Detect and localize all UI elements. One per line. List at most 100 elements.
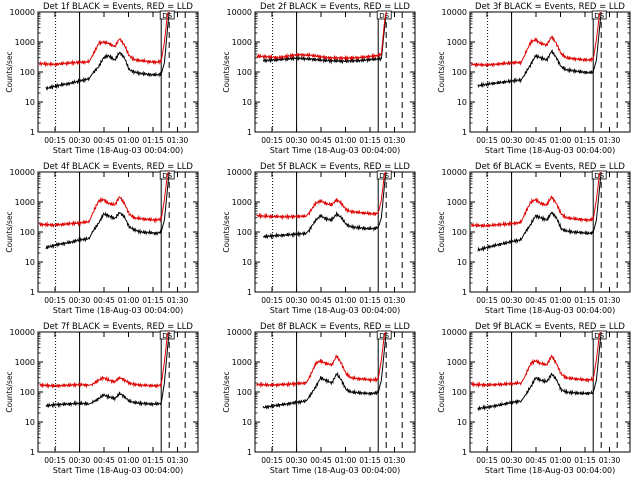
x-tick-label: 00:15	[476, 296, 498, 305]
y-tick-label: 1	[247, 128, 252, 137]
y-tick-label: 10000	[10, 328, 35, 337]
x-tick-label: 01:30	[599, 136, 621, 145]
series-line-lld	[256, 332, 387, 389]
chart-title: Det 1f BLACK = Events, RED = LLD	[43, 2, 193, 12]
y-axis-label: Counts/sec	[437, 211, 446, 252]
plot-frame	[469, 11, 631, 133]
series-line-lld	[471, 332, 602, 389]
y-tick-label: 100	[237, 68, 252, 77]
x-tick-label: 01:30	[384, 296, 406, 305]
x-tick-label: 01:30	[167, 136, 189, 145]
x-tick-label: 01:00	[118, 136, 140, 145]
y-tick-label: 10000	[442, 168, 467, 177]
x-tick-label: 00:15	[261, 296, 283, 305]
x-tick-label: 01:00	[118, 456, 140, 465]
series-line-events	[262, 172, 387, 240]
series-line-lld	[471, 12, 602, 68]
y-tick-label: 1000	[232, 358, 252, 367]
y-tick-label: 1	[30, 448, 35, 457]
series-line-events	[45, 12, 170, 91]
x-tick-label: 01:15	[574, 296, 596, 305]
series-line-events	[262, 12, 387, 65]
series-line-lld	[39, 12, 170, 68]
x-tick-label: 00:45	[93, 456, 115, 465]
series-line-lld	[471, 172, 602, 229]
x-tick-label: 00:30	[69, 296, 91, 305]
y-tick-label: 1	[30, 288, 35, 297]
y-tick-label: 10	[25, 98, 35, 107]
y-tick-label: 1000	[15, 38, 35, 47]
chart-panel-det-1: Det 1f BLACK = Events, RED = LLD 1 10 100 10…	[5, 2, 199, 155]
chart-panel-det-3: Det 3f BLACK = Events, RED = LLD 1 10 100 10…	[437, 2, 631, 155]
ds-label: DS	[379, 12, 389, 20]
y-tick-label: 100	[237, 388, 252, 397]
y-tick-label: 10	[457, 418, 467, 427]
plot-frame	[37, 331, 199, 453]
y-tick-label: 1000	[232, 38, 252, 47]
x-tick-label: 01:30	[599, 296, 621, 305]
y-tick-label: 1	[247, 288, 252, 297]
x-tick-label: 01:30	[384, 136, 406, 145]
x-tick-label: 00:30	[501, 296, 523, 305]
y-tick-label: 100	[452, 68, 467, 77]
y-tick-label: 1	[30, 128, 35, 137]
plot-frame	[254, 11, 416, 133]
series-line-events	[45, 172, 170, 250]
plot-frame	[37, 171, 199, 293]
x-tick-label: 00:45	[525, 456, 547, 465]
x-tick-label: 00:45	[93, 296, 115, 305]
x-tick-label: 00:30	[286, 136, 308, 145]
chart-title: Det 8f BLACK = Events, RED = LLD	[260, 322, 410, 332]
y-tick-label: 10	[457, 98, 467, 107]
y-tick-label: 100	[452, 388, 467, 397]
x-tick-label: 00:15	[44, 456, 66, 465]
series-line-events	[45, 332, 170, 409]
x-tick-label: 00:15	[261, 136, 283, 145]
chart-panel-det-4: Det 4f BLACK = Events, RED = LLD 1 10 100 10…	[5, 162, 199, 315]
plot-frame	[469, 331, 631, 453]
y-tick-label: 100	[20, 228, 35, 237]
x-tick-label: 00:45	[525, 136, 547, 145]
x-tick-label: 00:30	[69, 136, 91, 145]
x-tick-label: 01:30	[167, 456, 189, 465]
chart-title: Det 3f BLACK = Events, RED = LLD	[475, 2, 625, 12]
chart-panel-det-6: Det 6f BLACK = Events, RED = LLD 1 10 100 10…	[437, 162, 631, 315]
y-axis-label: Counts/sec	[5, 211, 14, 252]
x-tick-label: 00:15	[476, 136, 498, 145]
y-tick-label: 10	[242, 98, 252, 107]
series-line-lld	[39, 172, 170, 228]
y-tick-label: 10000	[10, 168, 35, 177]
x-tick-label: 00:30	[501, 456, 523, 465]
series-line-events	[262, 332, 387, 410]
y-axis-label: Counts/sec	[222, 211, 231, 252]
x-tick-label: 01:00	[550, 136, 572, 145]
chart-title: Det 5f BLACK = Events, RED = LLD	[260, 162, 410, 172]
chart-title: Det 4f BLACK = Events, RED = LLD	[43, 162, 193, 172]
chart-panel-det-9: Det 9f BLACK = Events, RED = LLD 1 10 100 10…	[437, 322, 631, 475]
plot-frame	[37, 11, 199, 133]
y-tick-label: 1000	[447, 358, 467, 367]
x-tick-label: 00:30	[286, 456, 308, 465]
y-tick-label: 1000	[232, 198, 252, 207]
y-tick-label: 10	[242, 258, 252, 267]
series-line-lld	[39, 332, 170, 389]
x-tick-label: 01:15	[359, 296, 381, 305]
x-tick-label: 00:15	[476, 456, 498, 465]
x-tick-label: 00:30	[286, 296, 308, 305]
y-axis-label: Counts/sec	[437, 51, 446, 92]
plot-frame	[254, 171, 416, 293]
y-tick-label: 100	[237, 228, 252, 237]
x-tick-label: 01:00	[335, 296, 357, 305]
x-tick-label: 00:45	[310, 456, 332, 465]
x-axis-label: Start Time (18-Aug-03 00:04:00)	[485, 466, 616, 475]
plot-frame	[469, 171, 631, 293]
y-tick-label: 1	[462, 288, 467, 297]
x-tick-label: 01:30	[599, 456, 621, 465]
y-axis-label: Counts/sec	[222, 371, 231, 412]
y-tick-label: 10000	[442, 328, 467, 337]
x-tick-label: 00:15	[44, 136, 66, 145]
y-tick-label: 1000	[15, 198, 35, 207]
y-tick-label: 10000	[442, 8, 467, 17]
x-tick-label: 01:00	[335, 456, 357, 465]
